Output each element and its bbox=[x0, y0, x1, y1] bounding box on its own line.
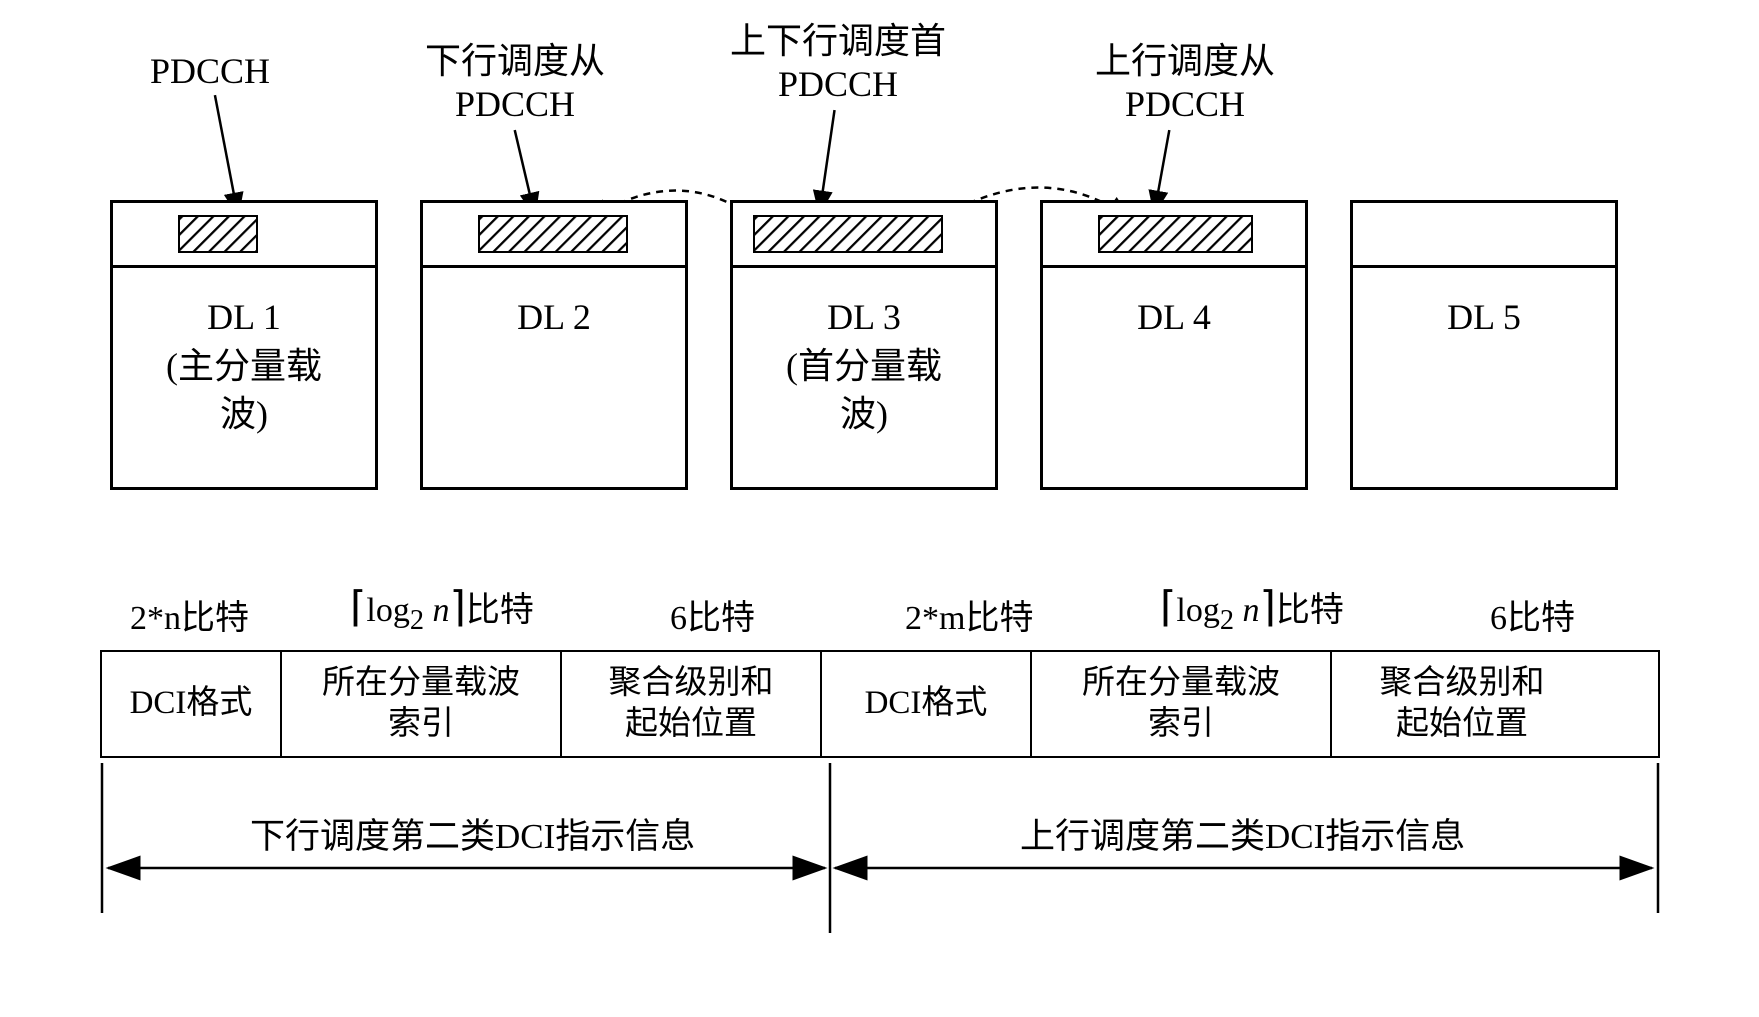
pdcch-area bbox=[423, 203, 685, 268]
pdcch-area bbox=[1353, 203, 1615, 268]
bit-label: 6比特 bbox=[1490, 590, 1575, 639]
carrier-dl1: DL 1(主分量载波) bbox=[110, 200, 378, 490]
bit-label: 2*n比特 bbox=[130, 590, 249, 639]
pdcch-area bbox=[733, 203, 995, 268]
dci-cell: 所在分量载波索引 bbox=[282, 652, 562, 756]
dci-section: 2*n比特 ⌈log2 n⌉比特 6比特 2*m比特 ⌈log2 n⌉比特 6比… bbox=[100, 590, 1679, 943]
dl-sched-slave-label: 下行调度从PDCCH bbox=[425, 40, 605, 126]
carrier-label: DL 2 bbox=[423, 293, 685, 342]
ul-range-label: 上行调度第二类DCI指示信息 bbox=[1020, 808, 1465, 859]
hatch-icon bbox=[178, 215, 258, 253]
pdcch-area bbox=[1043, 203, 1305, 268]
bit-label: ⌈log2 n⌉比特 bbox=[1160, 582, 1344, 637]
carrier-label: DL 4 bbox=[1043, 293, 1305, 342]
hatch-icon bbox=[478, 215, 628, 253]
dci-cell: DCI格式 bbox=[822, 652, 1032, 756]
range-arrows: 下行调度第二类DCI指示信息 上行调度第二类DCI指示信息 bbox=[100, 763, 1660, 943]
bit-label: ⌈log2 n⌉比特 bbox=[350, 582, 534, 637]
top-section: PDCCH 下行调度从PDCCH 上下行调度首PDCCH 上行调度从PDCCH bbox=[80, 30, 1679, 510]
hatch-icon bbox=[753, 215, 943, 253]
dci-cell: 所在分量载波索引 bbox=[1032, 652, 1332, 756]
bit-label: 2*m比特 bbox=[905, 590, 1033, 639]
carrier-label: DL 1(主分量载波) bbox=[113, 293, 375, 439]
carrier-label: DL 5 bbox=[1353, 293, 1615, 342]
bit-labels-row: 2*n比特 ⌈log2 n⌉比特 6比特 2*m比特 ⌈log2 n⌉比特 6比… bbox=[100, 590, 1679, 650]
carrier-dl4: DL 4 bbox=[1040, 200, 1308, 490]
carrier-dl2: DL 2 bbox=[420, 200, 688, 490]
carrier-row: DL 1(主分量载波) DL 2 DL 3(首分量载波) DL 4 DL 5 bbox=[110, 200, 1618, 490]
carrier-label: DL 3(首分量载波) bbox=[733, 293, 995, 439]
ul-sched-slave-label: 上行调度从PDCCH bbox=[1095, 40, 1275, 126]
hatch-icon bbox=[1098, 215, 1253, 253]
dl-range-label: 下行调度第二类DCI指示信息 bbox=[250, 808, 695, 859]
dci-cell: DCI格式 bbox=[102, 652, 282, 756]
dci-cell: 聚合级别和起始位置 bbox=[1332, 652, 1592, 756]
dci-cell: 聚合级别和起始位置 bbox=[562, 652, 822, 756]
pdcch-label: PDCCH bbox=[150, 50, 270, 93]
bit-label: 6比特 bbox=[670, 590, 755, 639]
dci-table: DCI格式 所在分量载波索引 聚合级别和起始位置 DCI格式 所在分量载波索引 … bbox=[100, 650, 1660, 758]
uldl-sched-first-label: 上下行调度首PDCCH bbox=[730, 20, 946, 106]
carrier-dl5: DL 5 bbox=[1350, 200, 1618, 490]
carrier-dl3: DL 3(首分量载波) bbox=[730, 200, 998, 490]
pdcch-area bbox=[113, 203, 375, 268]
